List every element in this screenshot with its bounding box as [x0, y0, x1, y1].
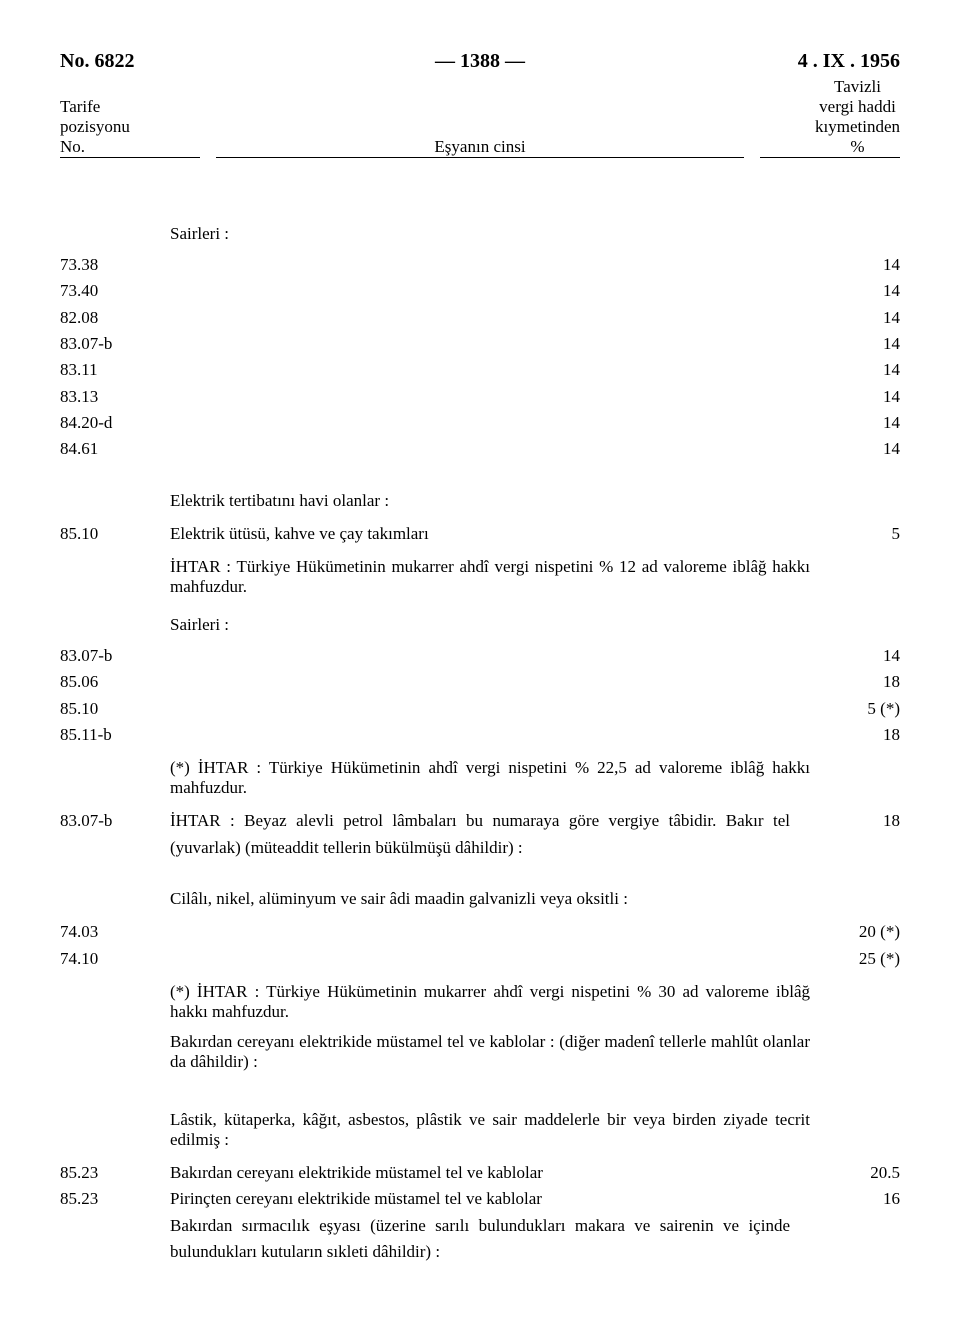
tariff-val: 14: [810, 331, 900, 357]
tariff-val: 14: [810, 436, 900, 462]
tariff-row: 74.03 20 (*): [60, 919, 900, 945]
tariff-pos: 74.10: [60, 946, 170, 972]
tariff-pos: 83.07-b: [60, 643, 170, 669]
col-head-right-l3: kıymetinden: [815, 117, 900, 137]
sairleri-label-2: Sairleri :: [170, 615, 900, 635]
tariff-row: 83.07-b 14: [60, 643, 900, 669]
tariff-row: 85.10 Elektrik ütüsü, kahve ve çay takım…: [60, 521, 900, 547]
tariff-pos: 85.23: [60, 1160, 170, 1186]
tariff-val: 14: [810, 305, 900, 331]
tariff-row: 85.06 18: [60, 669, 900, 695]
tariff-pos: 84.20-d: [60, 410, 170, 436]
tariff-pos: 83.11: [60, 357, 170, 383]
tariff-val: 18: [810, 808, 900, 834]
tariff-val: 14: [810, 357, 900, 383]
col-head-right-l1: Tavizli: [815, 77, 900, 97]
cilali-para: Cilâlı, nikel, alüminyum ve sair âdi maa…: [170, 889, 900, 909]
tariff-pos: 85.23: [60, 1186, 170, 1212]
elektrik-title: Elektrik tertibatını havi olanlar :: [170, 491, 900, 511]
tariff-desc: Pirinçten cereyanı elektrikide müstamel …: [170, 1186, 810, 1212]
tariff-row: 82.08 14: [60, 305, 900, 331]
tariff-val: 18: [810, 722, 900, 748]
tariff-pos: 83.13: [60, 384, 170, 410]
tariff-val: 14: [810, 643, 900, 669]
ihtar-2: (*) İHTAR : Türkiye Hükümetinin ahdî ver…: [170, 758, 900, 798]
tariff-row: 83.11 14: [60, 357, 900, 383]
tariff-val: 14: [810, 278, 900, 304]
tariff-row: 83.13 14: [60, 384, 900, 410]
tariff-pos: 74.03: [60, 919, 170, 945]
tariff-row: 85.11-b 18: [60, 722, 900, 748]
col-head-left-l2: pozisyonu: [60, 117, 200, 137]
tariff-val: 14: [810, 384, 900, 410]
col-head-left: Tarife pozisyonu No.: [60, 97, 200, 157]
tariff-desc: Elektrik ütüsü, kahve ve çay takımları: [170, 521, 810, 547]
col-head-left-l1: Tarife: [60, 97, 200, 117]
tariff-row: Bakırdan sırmacılık eşyası (üzerine sarı…: [60, 1213, 900, 1266]
tariff-row: 73.40 14: [60, 278, 900, 304]
header-left: No. 6822: [60, 50, 200, 73]
tariff-row: 84.20-d 14: [60, 410, 900, 436]
tariff-pos: 83.07-b: [60, 331, 170, 357]
bakirdan-1: Bakırdan cereyanı elektrikide müstamel t…: [170, 1032, 900, 1072]
page-header: No. 6822 — 1388 — 4 . IX . 1956: [60, 50, 900, 73]
header-center: — 1388 —: [200, 50, 760, 73]
ihtar-1: İHTAR : Türkiye Hükümetinin mukarrer ahd…: [170, 557, 900, 597]
tariff-row: 74.10 25 (*): [60, 946, 900, 972]
tariff-val: 20.5: [810, 1160, 900, 1186]
tariff-val: 20 (*): [810, 919, 900, 945]
tariff-val: 14: [810, 410, 900, 436]
column-headers: Tarife pozisyonu No. Eşyanın cinsi Taviz…: [60, 77, 900, 157]
tariff-pos: 73.40: [60, 278, 170, 304]
tariff-val: 14: [810, 252, 900, 278]
col-head-right: Tavizli vergi haddi kıymetinden %: [760, 77, 900, 157]
tariff-desc: Bakırdan cereyanı elektrikide müstamel t…: [170, 1160, 810, 1186]
tariff-block-3: 74.03 20 (*) 74.10 25 (*): [60, 919, 900, 972]
tariff-pos: 84.61: [60, 436, 170, 462]
tariff-val: 25 (*): [810, 946, 900, 972]
tariff-val: 5 (*): [810, 696, 900, 722]
tariff-block-1: 73.381473.401482.081483.07-b1483.111483.…: [60, 252, 900, 463]
tariff-block-2: 83.07-b 14 85.06 18 85.10 5 (*) 85.11-b 18: [60, 643, 900, 748]
lastik-para: Lâstik, kütaperka, kâğıt, asbestos, plâs…: [170, 1110, 900, 1150]
tariff-val: 5: [810, 521, 900, 547]
tariff-pos: 85.11-b: [60, 722, 170, 748]
tariff-pos: 73.38: [60, 252, 170, 278]
tariff-row: 84.61 14: [60, 436, 900, 462]
tariff-pos: 85.06: [60, 669, 170, 695]
tariff-row: 85.10 5 (*): [60, 696, 900, 722]
tariff-val: 16: [810, 1186, 900, 1212]
tariff-row: 83.07-b İHTAR : Beyaz alevli petrol lâmb…: [60, 808, 900, 861]
header-right: 4 . IX . 1956: [760, 50, 900, 73]
tariff-pos: 82.08: [60, 305, 170, 331]
col-head-right-l2: vergi haddi: [815, 97, 900, 117]
col-head-left-l3: No.: [60, 137, 200, 157]
tariff-row: 73.38 14: [60, 252, 900, 278]
tariff-desc: İHTAR : Beyaz alevli petrol lâmbaları bu…: [170, 808, 810, 861]
tariff-pos: 83.07-b: [60, 808, 170, 834]
tariff-pos: 85.10: [60, 696, 170, 722]
col-head-center: Eşyanın cinsi: [200, 137, 760, 157]
tariff-row: 83.07-b 14: [60, 331, 900, 357]
tariff-pos: 85.10: [60, 521, 170, 547]
tariff-desc: Bakırdan sırmacılık eşyası (üzerine sarı…: [170, 1213, 810, 1266]
ihtar-3: (*) İHTAR : Türkiye Hükümetinin mukarrer…: [170, 982, 900, 1022]
col-head-right-l4: %: [815, 137, 900, 157]
sairleri-label-1: Sairleri :: [170, 224, 900, 244]
header-rule: [60, 157, 900, 158]
tariff-val: 18: [810, 669, 900, 695]
tariff-row: 85.23 Pirinçten cereyanı elektrikide müs…: [60, 1186, 900, 1212]
tariff-row: 85.23 Bakırdan cereyanı elektrikide müst…: [60, 1160, 900, 1186]
